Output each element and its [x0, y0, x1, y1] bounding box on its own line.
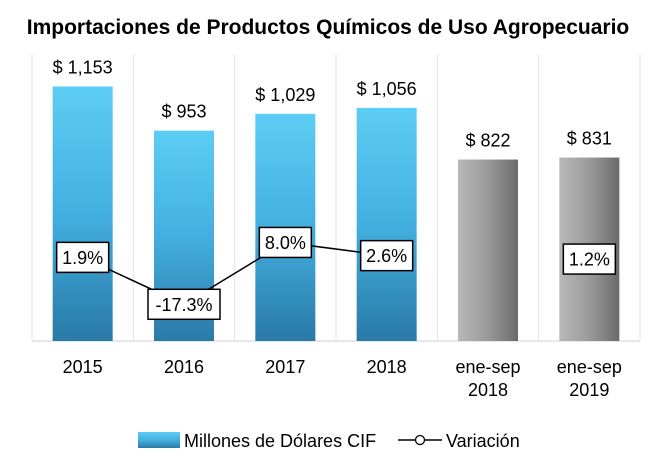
legend: Millones de Dólares CIF Variación: [138, 431, 520, 451]
bar: [458, 159, 518, 341]
legend-bar-label: Millones de Dólares CIF: [184, 431, 376, 451]
variation-label-box: [55, 241, 110, 274]
variation-labels: 1.9% -17.3% 8.0% 2.6% 1.2%: [55, 226, 617, 321]
bar: [52, 86, 113, 341]
variation-label: -17.3%: [155, 295, 212, 315]
bar-value-label: $ 1,153: [53, 57, 113, 77]
x-tick-label: 2016: [164, 357, 204, 377]
variation-label: 1.9%: [62, 248, 103, 268]
x-tick-label: ene-sep: [455, 357, 520, 377]
chart-title: Importaciones de Productos Químicos de U…: [27, 16, 630, 39]
variation-label: 2.6%: [366, 246, 407, 266]
variation-label: 1.2%: [569, 250, 610, 270]
legend-line-label: Variación: [446, 431, 520, 451]
x-tick-label: 2018: [468, 380, 508, 400]
bar-value-label: $ 1,056: [357, 79, 417, 99]
x-tick-label: 2015: [63, 357, 103, 377]
variation-label-box: [359, 239, 414, 272]
variation-label: 8.0%: [265, 233, 306, 253]
bar-value-labels: $ 1,153 $ 953 $ 1,029 $ 1,056 $ 822 $ 831: [53, 57, 612, 150]
x-tick-label: 2017: [265, 357, 305, 377]
bar-value-label: $ 822: [465, 131, 510, 151]
legend-bar-swatch: [138, 432, 180, 448]
variation-label-box: [258, 226, 313, 259]
x-axis-labels: 2015 2016 2017 2018 ene-sep 2018 ene-sep 2019: [63, 357, 622, 400]
bar-value-label: $ 1,029: [255, 85, 315, 105]
x-tick-label: 2018: [367, 357, 407, 377]
variation-line-path: [82, 241, 387, 306]
bar-value-label: $ 953: [161, 102, 206, 122]
bar-value-label: $ 831: [567, 129, 612, 149]
variation-label-box: [562, 243, 617, 275]
x-tick-label: ene-sep: [557, 357, 622, 377]
category-separators: [31, 54, 641, 342]
variation-label-box: [147, 288, 221, 321]
x-tick-label: 2019: [569, 380, 609, 400]
legend-line-marker: [414, 434, 426, 446]
bar: [356, 107, 417, 341]
